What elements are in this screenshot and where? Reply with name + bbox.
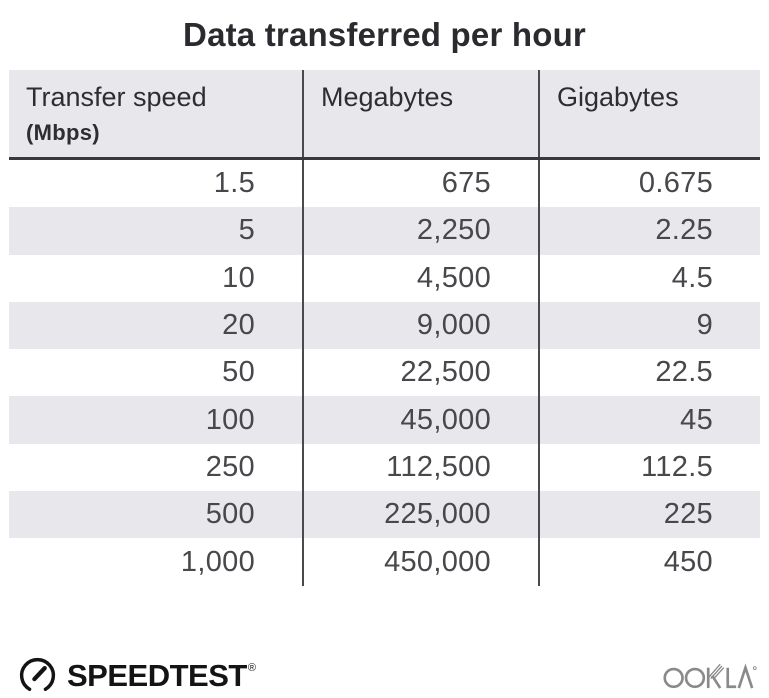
- registered-trademark-icon: ®: [247, 662, 256, 674]
- cell-megabytes: 2,250: [302, 207, 538, 255]
- column-header-label: Gigabytes: [557, 82, 679, 112]
- cell-gigabytes: 4.5: [538, 254, 760, 302]
- table-row: 1.5 675 0.675: [9, 160, 760, 208]
- cell-megabytes: 9,000: [302, 301, 538, 350]
- table-row: 20 9,000 9: [9, 301, 760, 350]
- cell-transfer-speed: 10: [222, 261, 255, 294]
- cell-megabytes: 45,000: [302, 396, 538, 444]
- ookla-wordmark-icon: [663, 663, 757, 689]
- cell-gigabytes: 22.5: [538, 349, 760, 397]
- cell-megabytes: 450,000: [302, 538, 538, 586]
- cell-megabytes: 22,500: [302, 349, 538, 397]
- column-header-unit: (Mbps): [26, 120, 100, 145]
- cell-gigabytes: 0.675: [538, 160, 760, 208]
- column-header-megabytes: Megabytes: [302, 70, 538, 157]
- table-header-row: Transfer speed (Mbps) Megabytes Gigabyte…: [9, 70, 760, 160]
- speedtest-gauge-icon: [19, 657, 56, 691]
- cell-megabytes: 675: [302, 160, 538, 208]
- cell-gigabytes: 225: [538, 491, 760, 539]
- footer: SPEEDTEST ®: [17, 650, 757, 696]
- data-table: Transfer speed (Mbps) Megabytes Gigabyte…: [9, 70, 760, 586]
- cell-megabytes: 112,500: [302, 443, 538, 492]
- page-title: Data transferred per hour: [183, 16, 586, 53]
- cell-megabytes: 4,500: [302, 254, 538, 302]
- cell-gigabytes: 45: [538, 396, 760, 444]
- cell-transfer-speed: 5: [238, 214, 255, 247]
- cell-gigabytes: 2.25: [538, 207, 760, 255]
- cell-transfer-speed: 50: [222, 356, 255, 389]
- cell-megabytes: 225,000: [302, 491, 538, 539]
- table-row: 100 45,000 45: [9, 396, 760, 444]
- table-row: 10 4,500 4.5: [9, 254, 760, 302]
- ookla-logo: [663, 662, 757, 692]
- cell-transfer-speed: 1.5: [213, 167, 255, 200]
- cell-gigabytes: 112.5: [538, 443, 760, 492]
- table-row: 250 112,500 112.5: [9, 443, 760, 492]
- table-row: 50 22,500 22.5: [9, 349, 760, 397]
- cell-transfer-speed: 20: [222, 309, 255, 342]
- cell-transfer-speed: 100: [205, 403, 255, 436]
- speedtest-wordmark: SPEEDTEST: [67, 657, 247, 693]
- speedtest-logo: SPEEDTEST ®: [17, 655, 256, 696]
- cell-transfer-speed: 500: [205, 498, 255, 531]
- cell-gigabytes: 9: [538, 301, 760, 350]
- cell-gigabytes: 450: [538, 538, 760, 586]
- table-row: 1,000 450,000 450: [9, 538, 760, 586]
- table-body: 1.5 675 0.675 5 2,250 2.25 10 4,500 4.5 20 9,000 9 5…: [9, 160, 760, 586]
- cell-transfer-speed: 1,000: [180, 545, 255, 578]
- column-header-label: Megabytes: [321, 82, 454, 112]
- table-row: 5 2,250 2.25: [9, 207, 760, 255]
- table-row: 500 225,000 225: [9, 491, 760, 539]
- column-header-label: Transfer speed: [26, 82, 207, 112]
- cell-transfer-speed: 250: [205, 450, 255, 483]
- column-header-transfer-speed: Transfer speed (Mbps): [9, 70, 302, 157]
- column-header-gigabytes: Gigabytes: [538, 70, 760, 157]
